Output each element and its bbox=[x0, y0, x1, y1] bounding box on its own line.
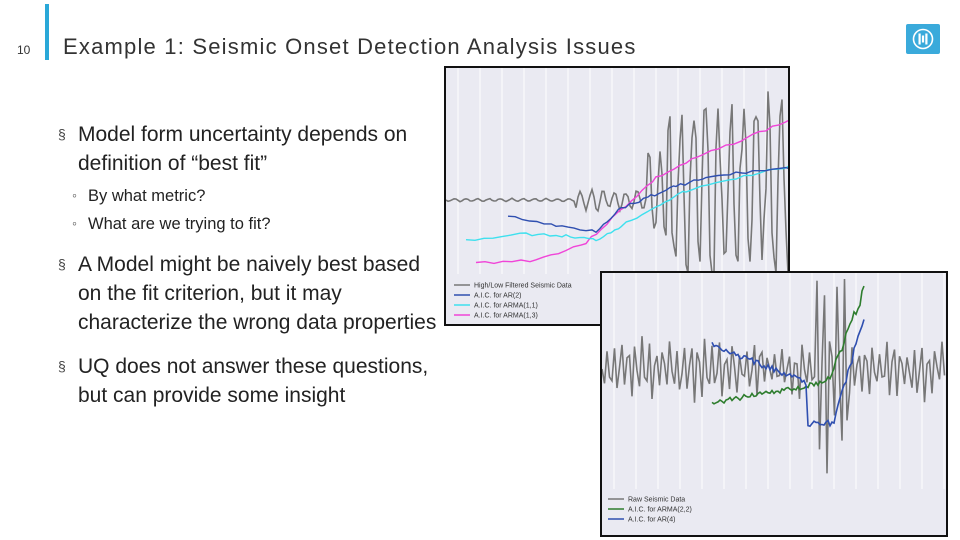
thunderbird-logo-icon bbox=[906, 24, 940, 54]
title-accent-bar bbox=[45, 4, 49, 60]
series-line-ar2 bbox=[507, 166, 788, 234]
logo-mark bbox=[912, 28, 934, 50]
slide-title: Example 1: Seismic Onset Detection Analy… bbox=[63, 34, 637, 59]
legend-label: A.I.C. for ARMA(1,1) bbox=[474, 303, 538, 310]
sub-bullet-text: By what metric? bbox=[88, 187, 206, 205]
bullet-marker-icon: § bbox=[58, 358, 66, 374]
slide-number: 10 bbox=[17, 43, 31, 57]
legend-label: A.I.C. for AR(2) bbox=[474, 293, 521, 300]
seismic-aic-plot-raw: Raw Seismic Data A.I.C. for ARMA(2,2) A.I.… bbox=[600, 271, 948, 537]
sub-bullet-text: What are we trying to fit? bbox=[88, 215, 271, 233]
bullet-item: § Model form uncertainty depends on defi… bbox=[58, 120, 438, 178]
sub-bullet-marker-icon: ◦ bbox=[72, 215, 77, 231]
legend-label: A.I.C. for ARMA(1,3) bbox=[474, 313, 538, 320]
legend-label: A.I.C. for ARMA(2,2) bbox=[628, 507, 692, 514]
sub-bullet-marker-icon: ◦ bbox=[72, 187, 77, 203]
bullet-text: UQ does not answer these questions, but … bbox=[78, 355, 429, 407]
bullet-list: § Model form uncertainty depends on defi… bbox=[58, 120, 438, 410]
chart-legend: High/Low Filtered Seismic Data A.I.C. for… bbox=[454, 283, 572, 320]
bullet-text: Model form uncertainty depends on defini… bbox=[78, 123, 408, 175]
legend-label: A.I.C. for AR(4) bbox=[628, 517, 675, 524]
series-line-arma22 bbox=[711, 285, 865, 405]
series-line-raw-data bbox=[602, 278, 946, 474]
plot-canvas: Raw Seismic Data A.I.C. for ARMA(2,2) A.I.… bbox=[602, 273, 946, 535]
bullet-marker-icon: § bbox=[58, 126, 66, 142]
series-line-filtered-data bbox=[446, 91, 788, 275]
bullet-marker-icon: § bbox=[58, 256, 66, 272]
bullet-text: A Model might be naively best based on t… bbox=[78, 253, 437, 334]
legend-label: High/Low Filtered Seismic Data bbox=[474, 283, 572, 290]
sub-bullet-item: ◦ By what metric? bbox=[58, 182, 438, 210]
bullet-item: § UQ does not answer these questions, bu… bbox=[58, 352, 438, 410]
series-line-arma13 bbox=[475, 119, 788, 265]
series-line-ar4 bbox=[711, 319, 865, 428]
sub-bullet-item: ◦ What are we trying to fit? bbox=[58, 210, 438, 238]
chart-legend: Raw Seismic Data A.I.C. for ARMA(2,2) A.I.… bbox=[608, 497, 692, 524]
legend-label: Raw Seismic Data bbox=[628, 497, 685, 504]
bullet-item: § A Model might be naively best based on… bbox=[58, 250, 438, 337]
series-line-arma11 bbox=[465, 165, 788, 242]
